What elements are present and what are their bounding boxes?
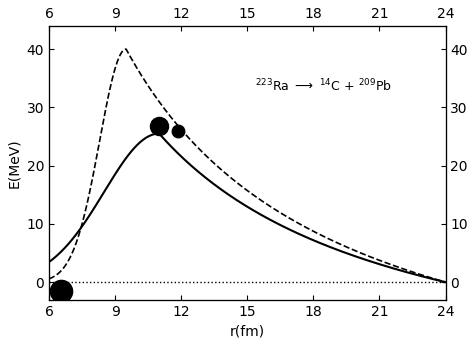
- Y-axis label: E(MeV): E(MeV): [7, 138, 21, 188]
- Text: $^{223}$Ra $\longrightarrow$ $^{14}$C + $^{209}$Pb: $^{223}$Ra $\longrightarrow$ $^{14}$C + …: [255, 78, 392, 94]
- X-axis label: r(fm): r(fm): [230, 324, 265, 338]
